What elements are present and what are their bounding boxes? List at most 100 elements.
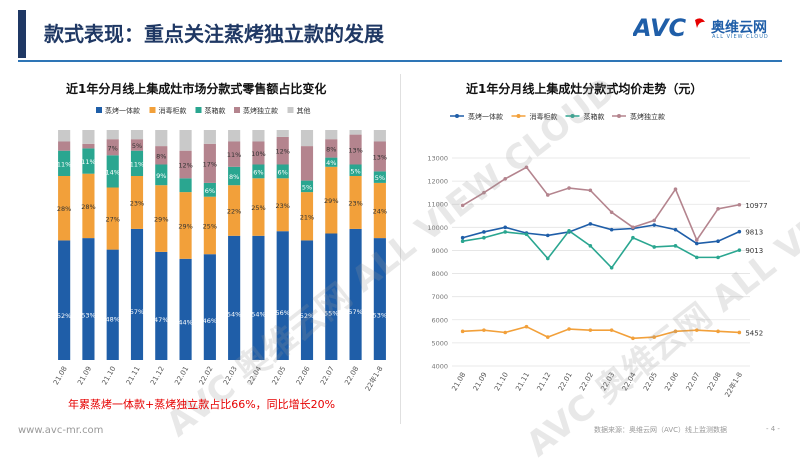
footer-url[interactable]: www.avc-mr.com <box>18 425 104 436</box>
bar-value-label: 9% <box>156 172 166 180</box>
bar-segment <box>252 130 265 142</box>
legend-label: 蒸烤一体款 <box>468 112 503 121</box>
data-point <box>652 335 657 339</box>
bar-segment <box>325 130 338 140</box>
x-tick-label: 21.09 <box>76 365 93 386</box>
data-point <box>673 227 678 232</box>
bar-segment <box>300 180 314 193</box>
data-point <box>503 225 508 230</box>
bar-value-label: 11% <box>57 160 71 168</box>
x-tick-label: 21.08 <box>52 365 69 386</box>
bar-value-label: 11% <box>130 160 144 168</box>
x-tick-label: 22年1-8 <box>723 371 744 399</box>
bar-segment <box>130 139 144 151</box>
bar-value-label: 27% <box>105 216 119 224</box>
bar-value-label: 52% <box>57 312 71 320</box>
bar-segment <box>58 176 71 241</box>
bar-value-label: 57% <box>348 308 362 316</box>
bar-value-label: 8% <box>156 152 166 160</box>
data-point <box>737 229 742 234</box>
bar-value-label: 13% <box>348 147 362 155</box>
right-chart-title: 近1年分月线上集成灶分款式均价走势（元） <box>466 82 703 96</box>
bar-segment <box>179 150 192 179</box>
bar-segment <box>203 196 216 255</box>
bar-segment <box>349 134 362 165</box>
end-value-label: 9013 <box>745 247 763 255</box>
data-point <box>545 335 550 339</box>
avc-logo: AVC 奥维云网 <box>631 14 783 48</box>
data-point <box>545 193 550 197</box>
end-value-label: 9813 <box>745 229 763 237</box>
bar-segment <box>276 231 289 360</box>
bar-segment <box>300 146 314 181</box>
legend-label: 蒸烤独立款 <box>243 106 278 115</box>
legend-marker <box>570 114 575 118</box>
data-point <box>737 202 742 207</box>
title-accent-bar <box>18 10 26 58</box>
bar-value-label: 21% <box>300 213 314 221</box>
bar-segment <box>106 249 119 360</box>
bar-value-label: 23% <box>275 202 289 210</box>
bar-segment <box>228 185 241 236</box>
y-tick-label: 7000 <box>431 293 448 301</box>
bar-segment <box>155 185 168 252</box>
bar-value-label: 23% <box>348 199 362 207</box>
data-point <box>503 177 508 181</box>
series-line <box>462 223 740 245</box>
page-number: - 4 - <box>766 425 780 433</box>
x-tick-label: 22.07 <box>319 365 336 386</box>
bar-segment <box>349 164 362 176</box>
bar-segment <box>155 164 168 186</box>
bar-segment <box>82 130 95 144</box>
bar-segment <box>325 157 338 167</box>
bar-value-label: 4% <box>326 159 336 167</box>
data-point <box>524 165 529 170</box>
bar-value-label: 13% <box>373 153 387 161</box>
y-tick-label: 9000 <box>431 247 448 255</box>
bar-segment <box>179 130 192 151</box>
bar-segment <box>325 166 338 234</box>
bar-segment <box>106 130 119 140</box>
y-tick-label: 8000 <box>431 270 448 278</box>
conclusion-text: 年累蒸烤一体款+蒸烤独立款占比66%，同比增长20% <box>68 398 336 411</box>
bar-value-label: 54% <box>227 311 241 319</box>
bar-segment <box>82 143 95 149</box>
bar-segment <box>276 164 289 179</box>
y-tick-label: 13000 <box>427 155 448 163</box>
bar-value-label: 23% <box>130 199 144 207</box>
bar-value-label: 10% <box>251 150 265 158</box>
bar-segment <box>276 130 289 137</box>
logo-cn-text: 奥维云网 <box>711 19 767 36</box>
bar-segment <box>155 130 168 147</box>
x-tick-label: 21.10 <box>100 365 117 386</box>
x-tick-label: 22.08 <box>343 365 360 386</box>
bar-segment <box>58 240 71 360</box>
bar-segment <box>252 164 265 179</box>
bar-segment <box>373 130 386 142</box>
bar-segment <box>179 192 192 259</box>
bar-segment <box>228 141 241 167</box>
end-value-label: 10977 <box>745 202 767 210</box>
bar-value-label: 47% <box>154 316 168 324</box>
bar-segment <box>300 240 314 360</box>
data-point <box>460 235 465 240</box>
data-point <box>609 227 614 232</box>
bar-segment <box>252 141 265 165</box>
data-point <box>737 330 742 335</box>
data-point <box>609 265 614 270</box>
bar-value-label: 11% <box>81 158 95 166</box>
data-point <box>737 248 742 252</box>
chart-divider <box>400 74 401 424</box>
legend-marker <box>455 114 459 118</box>
data-point <box>482 190 486 195</box>
bar-segment <box>155 251 168 360</box>
data-point <box>567 229 571 233</box>
data-point <box>460 329 465 334</box>
line-legend: 蒸烤一体款 消毒柜款 蒸箱款 蒸烤独立款 <box>450 112 665 121</box>
bar-segment <box>300 130 314 147</box>
data-point <box>524 324 529 329</box>
bar-value-label: 5% <box>132 142 142 150</box>
legend-swatch <box>234 107 240 113</box>
data-point <box>482 235 486 240</box>
data-point <box>631 336 635 341</box>
